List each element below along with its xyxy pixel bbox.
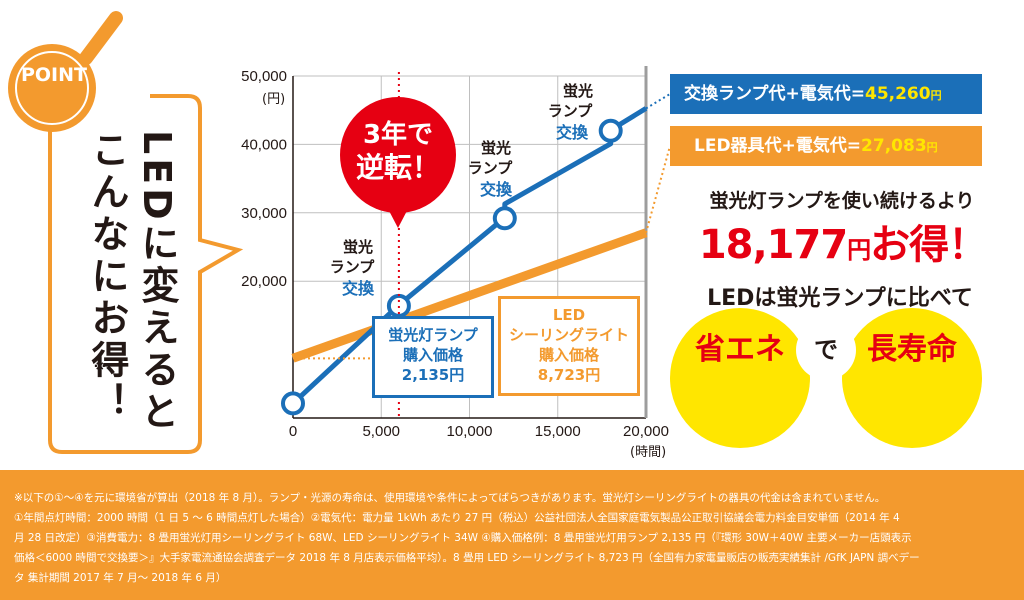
magnifier-ring	[15, 51, 89, 125]
x-tick-label: 15,000	[535, 423, 581, 440]
chart-markers	[281, 118, 623, 416]
led-total-label: LED器具代+電気代=	[694, 136, 862, 156]
fluorescent-price-box: 蛍光灯ランプ 購入価格 2,135円	[372, 316, 494, 398]
magnifier-icon	[8, 44, 96, 132]
badge-line2: 逆転！	[356, 151, 440, 184]
x-tick-label: 10,000	[447, 423, 493, 440]
chart-axes	[292, 66, 648, 419]
fluorescent-price-line1: 蛍光灯ランプ	[388, 326, 478, 344]
led-total-value: 27,083	[861, 136, 927, 156]
led-total-yen: 円	[926, 141, 938, 154]
saving-amount-value: 18,177	[698, 222, 848, 268]
y-axis-unit: (円)	[262, 92, 285, 107]
y-tick-label: 30,000	[241, 205, 287, 222]
chart-ticks: 20,000 30,000 40,000 50,000 0 5,000 10,000 15,0…	[241, 68, 669, 440]
fluorescent-price-line2: 購入価格	[402, 346, 463, 364]
exchange-marker	[281, 391, 305, 416]
benefit-left-text: 省エネ	[695, 332, 785, 367]
saving-intro: 蛍光灯ランプを使い続けるより	[709, 190, 975, 212]
badge-line1: 3年で	[363, 119, 433, 150]
footer-line2: ①年間点灯時間：2000 時間（1 日 5 〜 6 時間点灯した場合）②電気代：…	[14, 512, 900, 524]
fluorescent-total-box: 交換ランプ代+電気代=45,260円	[670, 74, 982, 114]
annotation-line2: ランプ	[468, 159, 514, 177]
headline-note-mark: ※	[94, 360, 106, 374]
benefit-right-text: 長寿命	[867, 332, 957, 367]
annotation-line2: ランプ	[330, 258, 376, 276]
series-line-led	[291, 228, 648, 363]
led-price-value: 8,723円	[537, 366, 601, 384]
footer-line4: 価格＜6000 時間で交換要＞』大手家電流通協会調査データ 2018 年 8 月…	[14, 552, 920, 564]
exchange-marker	[492, 206, 517, 231]
fluorescent-total-connector	[645, 93, 671, 110]
led-total-connector	[645, 145, 671, 234]
benefit-middle-text: で	[814, 336, 838, 364]
footer-line5: タ 集計期間 2017 年 7 月〜 2018 年 6 月）	[14, 572, 227, 584]
saving-amount-suffix: お得！	[870, 222, 988, 268]
led-total-box: LED器具代+電気代=27,083円	[670, 126, 982, 166]
benefit-circle-right	[842, 308, 982, 448]
annotation-line3: 交換	[480, 180, 513, 199]
annotation-exchange-2: 蛍光 ランプ 交換	[468, 139, 514, 199]
led-price-box: LED シーリングライト 購入価格 8,723円	[498, 296, 640, 396]
x-tick-label: 20,000	[623, 423, 669, 440]
y-tick-label: 50,000	[241, 68, 287, 85]
footer-line3: 月 28 日改定）③消費電力：8 畳用蛍光灯用シーリングライト 68W、LED …	[14, 532, 912, 544]
benefit-circle-left	[670, 308, 810, 448]
annotation-line1: 蛍光	[343, 238, 373, 256]
callout-balloon	[8, 11, 244, 454]
headline-col1: LEDに変えると	[135, 130, 179, 434]
y-tick-label: 40,000	[241, 136, 287, 153]
footer-line1: ※以下の①〜④を元に環境省が算出（2018 年 8 月）。ランプ・光源の寿命は、…	[14, 492, 886, 504]
annotation-line1: 蛍光	[481, 139, 511, 157]
crossover-badge: 3年で 逆転！	[340, 97, 456, 228]
fluorescent-total-value: 45,260	[864, 84, 931, 104]
annotation-line3: 交換	[556, 123, 589, 142]
led-price-line1: LED	[552, 306, 586, 324]
benefit-circle-middle	[796, 320, 856, 380]
led-price-line3: 購入価格	[538, 346, 599, 364]
fluorescent-total-label: 交換ランプ代+電気代=	[684, 84, 865, 104]
saving-amount-yen: 円	[847, 236, 871, 264]
point-label: POINT	[20, 64, 87, 86]
headline-col2: こんなにお得！	[85, 130, 129, 424]
x-tick-label: 0	[289, 423, 297, 440]
y-tick-label: 20,000	[241, 273, 287, 290]
annotation-line1: 蛍光	[563, 82, 593, 100]
x-tick-label: 5,000	[362, 423, 400, 440]
led-price-line2: シーリングライト	[508, 326, 629, 344]
x-axis-unit: (時間)	[630, 445, 666, 460]
exchange-marker	[598, 118, 623, 143]
footer-notes: ※以下の①〜④を元に環境省が算出（2018 年 8 月）。ランプ・光源の寿命は、…	[0, 470, 1024, 600]
fluorescent-price-value: 2,135円	[401, 366, 465, 384]
annotation-line3: 交換	[342, 279, 375, 298]
saving-amount: 18,177円お得！	[668, 212, 1018, 270]
fluorescent-total-yen: 円	[930, 89, 942, 102]
annotation-exchange-1: 蛍光 ランプ 交換	[330, 238, 376, 298]
annotation-line2: ランプ	[548, 102, 594, 120]
badge-circle	[340, 97, 456, 213]
magnifier-handle	[79, 11, 123, 65]
annotation-exchange-3: 蛍光 ランプ 交換	[548, 82, 594, 142]
compare-text: LEDは蛍光ランプに比べて	[707, 286, 973, 311]
